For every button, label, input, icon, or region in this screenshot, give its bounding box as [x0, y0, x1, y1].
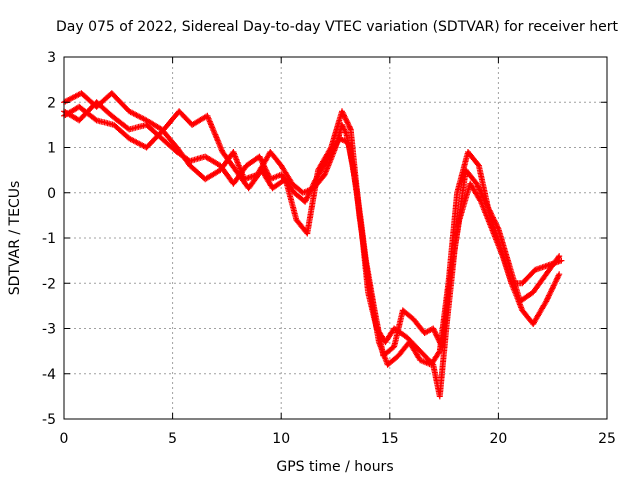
y-tick-label: 0 — [47, 186, 56, 202]
series-track-a — [61, 90, 563, 400]
y-tick-label: -5 — [42, 412, 56, 428]
chart-title: Day 075 of 2022, Sidereal Day-to-day VTE… — [56, 19, 618, 35]
data-points — [61, 90, 565, 400]
y-axis-label: SDTVAR / TECUs — [7, 181, 23, 296]
y-tick-label: 1 — [47, 141, 56, 157]
series-track-b — [61, 99, 563, 359]
y-tick-label: -2 — [42, 276, 56, 292]
data-markers — [61, 99, 563, 359]
x-tick-label: 0 — [60, 431, 69, 447]
x-tick-label: 15 — [381, 431, 399, 447]
series-track-c — [61, 103, 565, 368]
x-tick-label: 10 — [272, 431, 290, 447]
y-tick-label: -4 — [42, 367, 56, 383]
y-tick-label: -1 — [42, 231, 56, 247]
axes: 0 5 10 15 20 25 -5 -4 -3 -2 -1 0 1 2 3 — [42, 50, 616, 447]
data-markers — [61, 90, 563, 400]
x-axis-label: GPS time / hours — [276, 459, 393, 475]
x-tick-label: 5 — [168, 431, 177, 447]
y-tick-label: -3 — [42, 322, 56, 338]
x-tick-label: 25 — [598, 431, 616, 447]
y-tick-label: 3 — [47, 50, 56, 66]
y-tick-label: 2 — [47, 95, 56, 111]
grid-lines — [64, 57, 607, 419]
data-markers — [61, 103, 565, 368]
x-tick-label: 20 — [489, 431, 507, 447]
